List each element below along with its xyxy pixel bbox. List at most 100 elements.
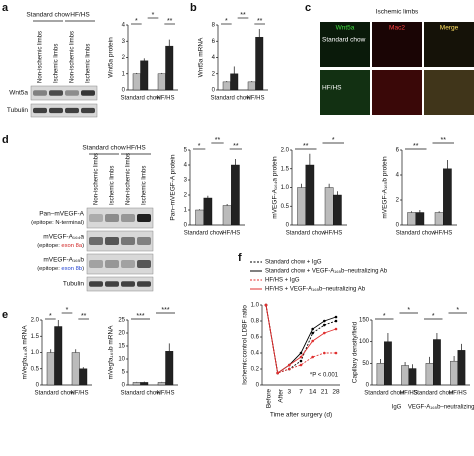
y-tick-label: 2.0	[281, 148, 290, 154]
y-tick-label: 15	[118, 344, 125, 350]
y-tick-label: 1.5	[281, 166, 290, 172]
y-tick-label: 4	[122, 23, 126, 29]
y-tick-label: 2	[184, 193, 188, 199]
channel-label: Merge	[440, 25, 459, 32]
x-tick-label: Standard chow	[34, 391, 75, 397]
y-tick-label: 8	[212, 23, 216, 29]
y-tick-label: 1.0	[31, 350, 40, 356]
blot-strip	[86, 276, 154, 292]
significance: **	[233, 143, 239, 150]
blot-group: HF/HS	[70, 12, 90, 19]
y-tick-label: 25	[118, 318, 125, 324]
panel-letter: f	[238, 252, 242, 264]
point	[264, 303, 268, 307]
point	[323, 323, 326, 327]
y-axis-label: mVEGF-A₁₆₅b protein	[382, 156, 389, 219]
bar	[324, 187, 334, 226]
significance: *	[49, 313, 52, 320]
y-tick-label: 6	[212, 39, 216, 45]
y-axis-label: Wnt5a protein	[108, 37, 115, 78]
blot-band	[121, 237, 135, 245]
blot-row-label: Pan–mVEGF-A	[39, 211, 84, 218]
x-tick-label: HF/HS	[449, 391, 467, 397]
x-tick-label: HF/HS	[222, 231, 240, 237]
bar	[203, 197, 213, 226]
significance: *	[332, 137, 335, 144]
y-axis-label: Pan–mVEGF-A protein	[170, 154, 177, 220]
y-tick-label: 20	[118, 331, 125, 337]
y-tick-label: 4	[396, 173, 400, 179]
bar	[305, 164, 315, 226]
x-tick-label: HF/HS	[247, 96, 265, 102]
bar	[408, 368, 417, 386]
x-tick-label: Standard chow	[184, 231, 225, 237]
significance: ***	[136, 313, 144, 320]
blot-band	[121, 281, 135, 287]
image-row-label: HF/HS	[322, 85, 342, 92]
significance: *	[407, 307, 410, 314]
bar	[297, 187, 306, 226]
y-tick-label: 0.5	[31, 366, 40, 372]
point	[288, 363, 291, 367]
point	[323, 319, 326, 323]
lane-label: Ischemic limbs	[142, 166, 148, 205]
point	[334, 351, 338, 355]
epitope: (epitope: exon 8a)	[37, 243, 84, 249]
channel-label: Mac2	[389, 25, 405, 32]
blot-band	[33, 90, 47, 96]
legend-label: Standard chow + IgG	[265, 260, 322, 266]
lane-label: Non-ischemic limbs	[126, 153, 132, 205]
blot-band	[89, 260, 103, 268]
y-axis-label: mVegfa₁₆₅b mRNA	[108, 325, 115, 380]
x-tick-label: Standard chow	[120, 96, 161, 102]
significance: *	[152, 12, 155, 19]
bar	[132, 382, 141, 386]
y-tick-label: 1.5	[31, 334, 40, 340]
y-tick-label: 5	[184, 148, 188, 154]
legend-label: Standard chow + VEGF-A₁₆₅b–neutralizing …	[265, 269, 388, 275]
significance: ***	[161, 307, 169, 314]
x-axis-label: Time after surgery (d)	[270, 412, 332, 419]
y-tick-label: 1.0	[281, 185, 290, 191]
series-line	[265, 304, 337, 374]
bar	[140, 60, 149, 91]
significance: *	[135, 18, 138, 25]
bar	[46, 352, 55, 386]
y-tick-label: 0	[366, 383, 370, 389]
x-tick-label: Standard chow	[364, 391, 405, 397]
image-merge-chow	[424, 22, 474, 67]
blot-strip	[86, 207, 154, 229]
significance: **	[81, 313, 87, 320]
bar	[222, 81, 231, 91]
bar	[457, 350, 466, 386]
blot-band	[81, 90, 95, 96]
panel-letter: a	[2, 2, 9, 14]
y-tick-label: 0.6	[251, 335, 260, 341]
bar	[132, 73, 141, 91]
bar	[376, 363, 385, 386]
y-axis-label: mVEGF-A₁₆₄a protein	[272, 156, 279, 219]
epitope-part: )	[82, 220, 84, 226]
y-tick-label: 0	[122, 88, 126, 94]
blot-band	[105, 281, 119, 287]
image-title: Ischemic limbs	[376, 9, 419, 16]
y-tick-label: 0	[184, 223, 188, 229]
legend-label: HF/HS + IgG	[265, 278, 300, 284]
point	[299, 351, 303, 355]
x-tick-label: Standard chow	[286, 231, 327, 237]
blot-band	[49, 90, 63, 96]
x-tick-label: Standard chow	[396, 231, 437, 237]
y-tick-label: 150	[359, 318, 370, 324]
bar	[140, 382, 149, 386]
blot-row-label: mVEGF-A₁₆₄a	[43, 234, 84, 241]
blot-group: HF/HS	[126, 145, 146, 152]
point	[311, 327, 314, 331]
y-tick-label: 0	[212, 88, 216, 94]
significance: *	[225, 18, 228, 25]
point	[311, 339, 314, 343]
image-row-label: Standard chow	[322, 37, 366, 44]
y-tick-label: 2	[212, 71, 216, 77]
epitope-part: )	[82, 243, 84, 249]
significance: **	[167, 18, 173, 25]
point	[334, 327, 338, 331]
